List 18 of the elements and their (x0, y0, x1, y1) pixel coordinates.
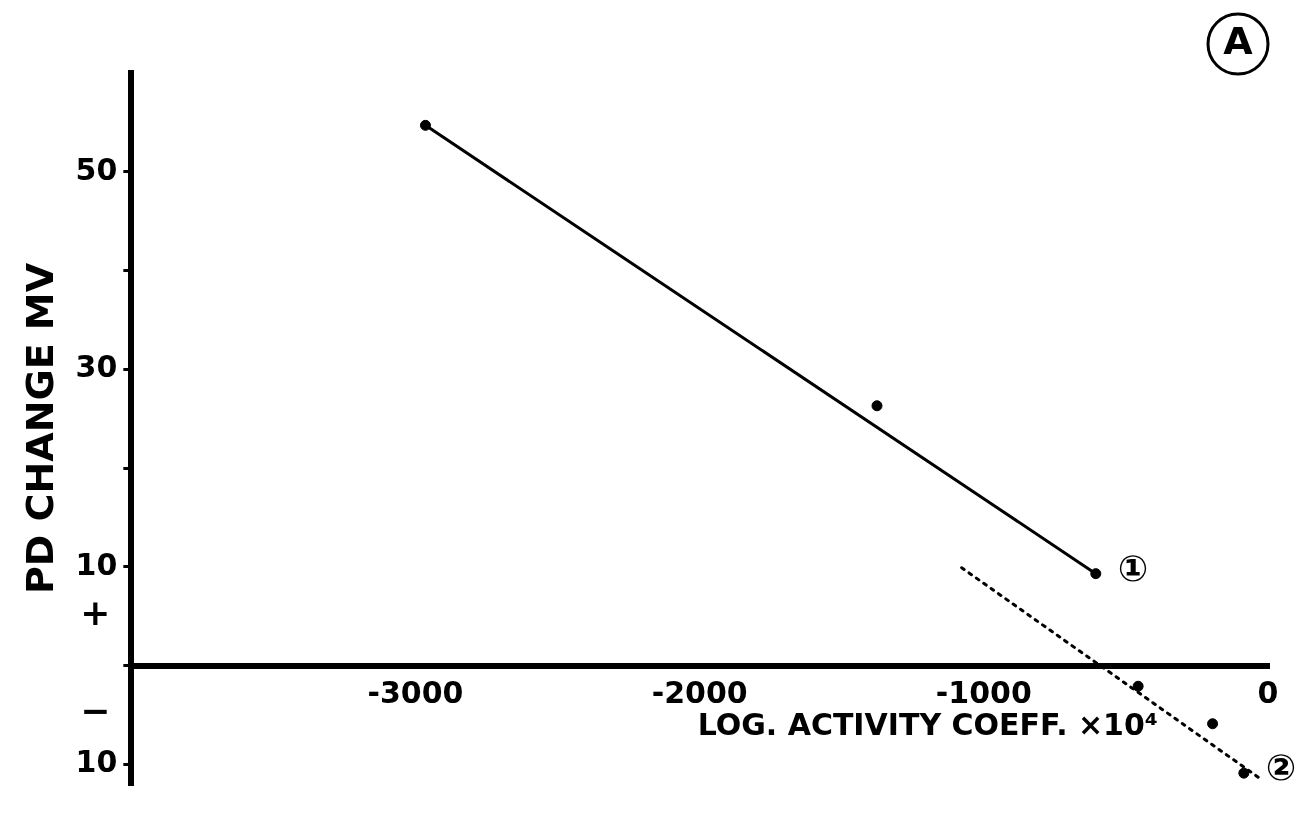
point (419, 119, 431, 131)
text: A (1223, 18, 1254, 63)
annotation: ① (1117, 548, 1149, 590)
text: − (80, 689, 111, 731)
point (1238, 767, 1250, 779)
point (1207, 718, 1219, 730)
annotation: ② (1265, 747, 1297, 789)
x-tick-label: -3000 (367, 675, 464, 711)
y-tick-label: 50 (75, 151, 118, 187)
point (1132, 680, 1144, 692)
point (1090, 568, 1102, 580)
y-axis-title: PD CHANGE MV (17, 262, 62, 595)
x-tick-label: 0 (1257, 675, 1279, 711)
point (871, 400, 883, 412)
y-tick-label: 10 (75, 546, 118, 582)
y-tick-label: 10 (75, 744, 118, 780)
text: + (80, 591, 111, 633)
y-tick-label: 30 (75, 349, 118, 385)
